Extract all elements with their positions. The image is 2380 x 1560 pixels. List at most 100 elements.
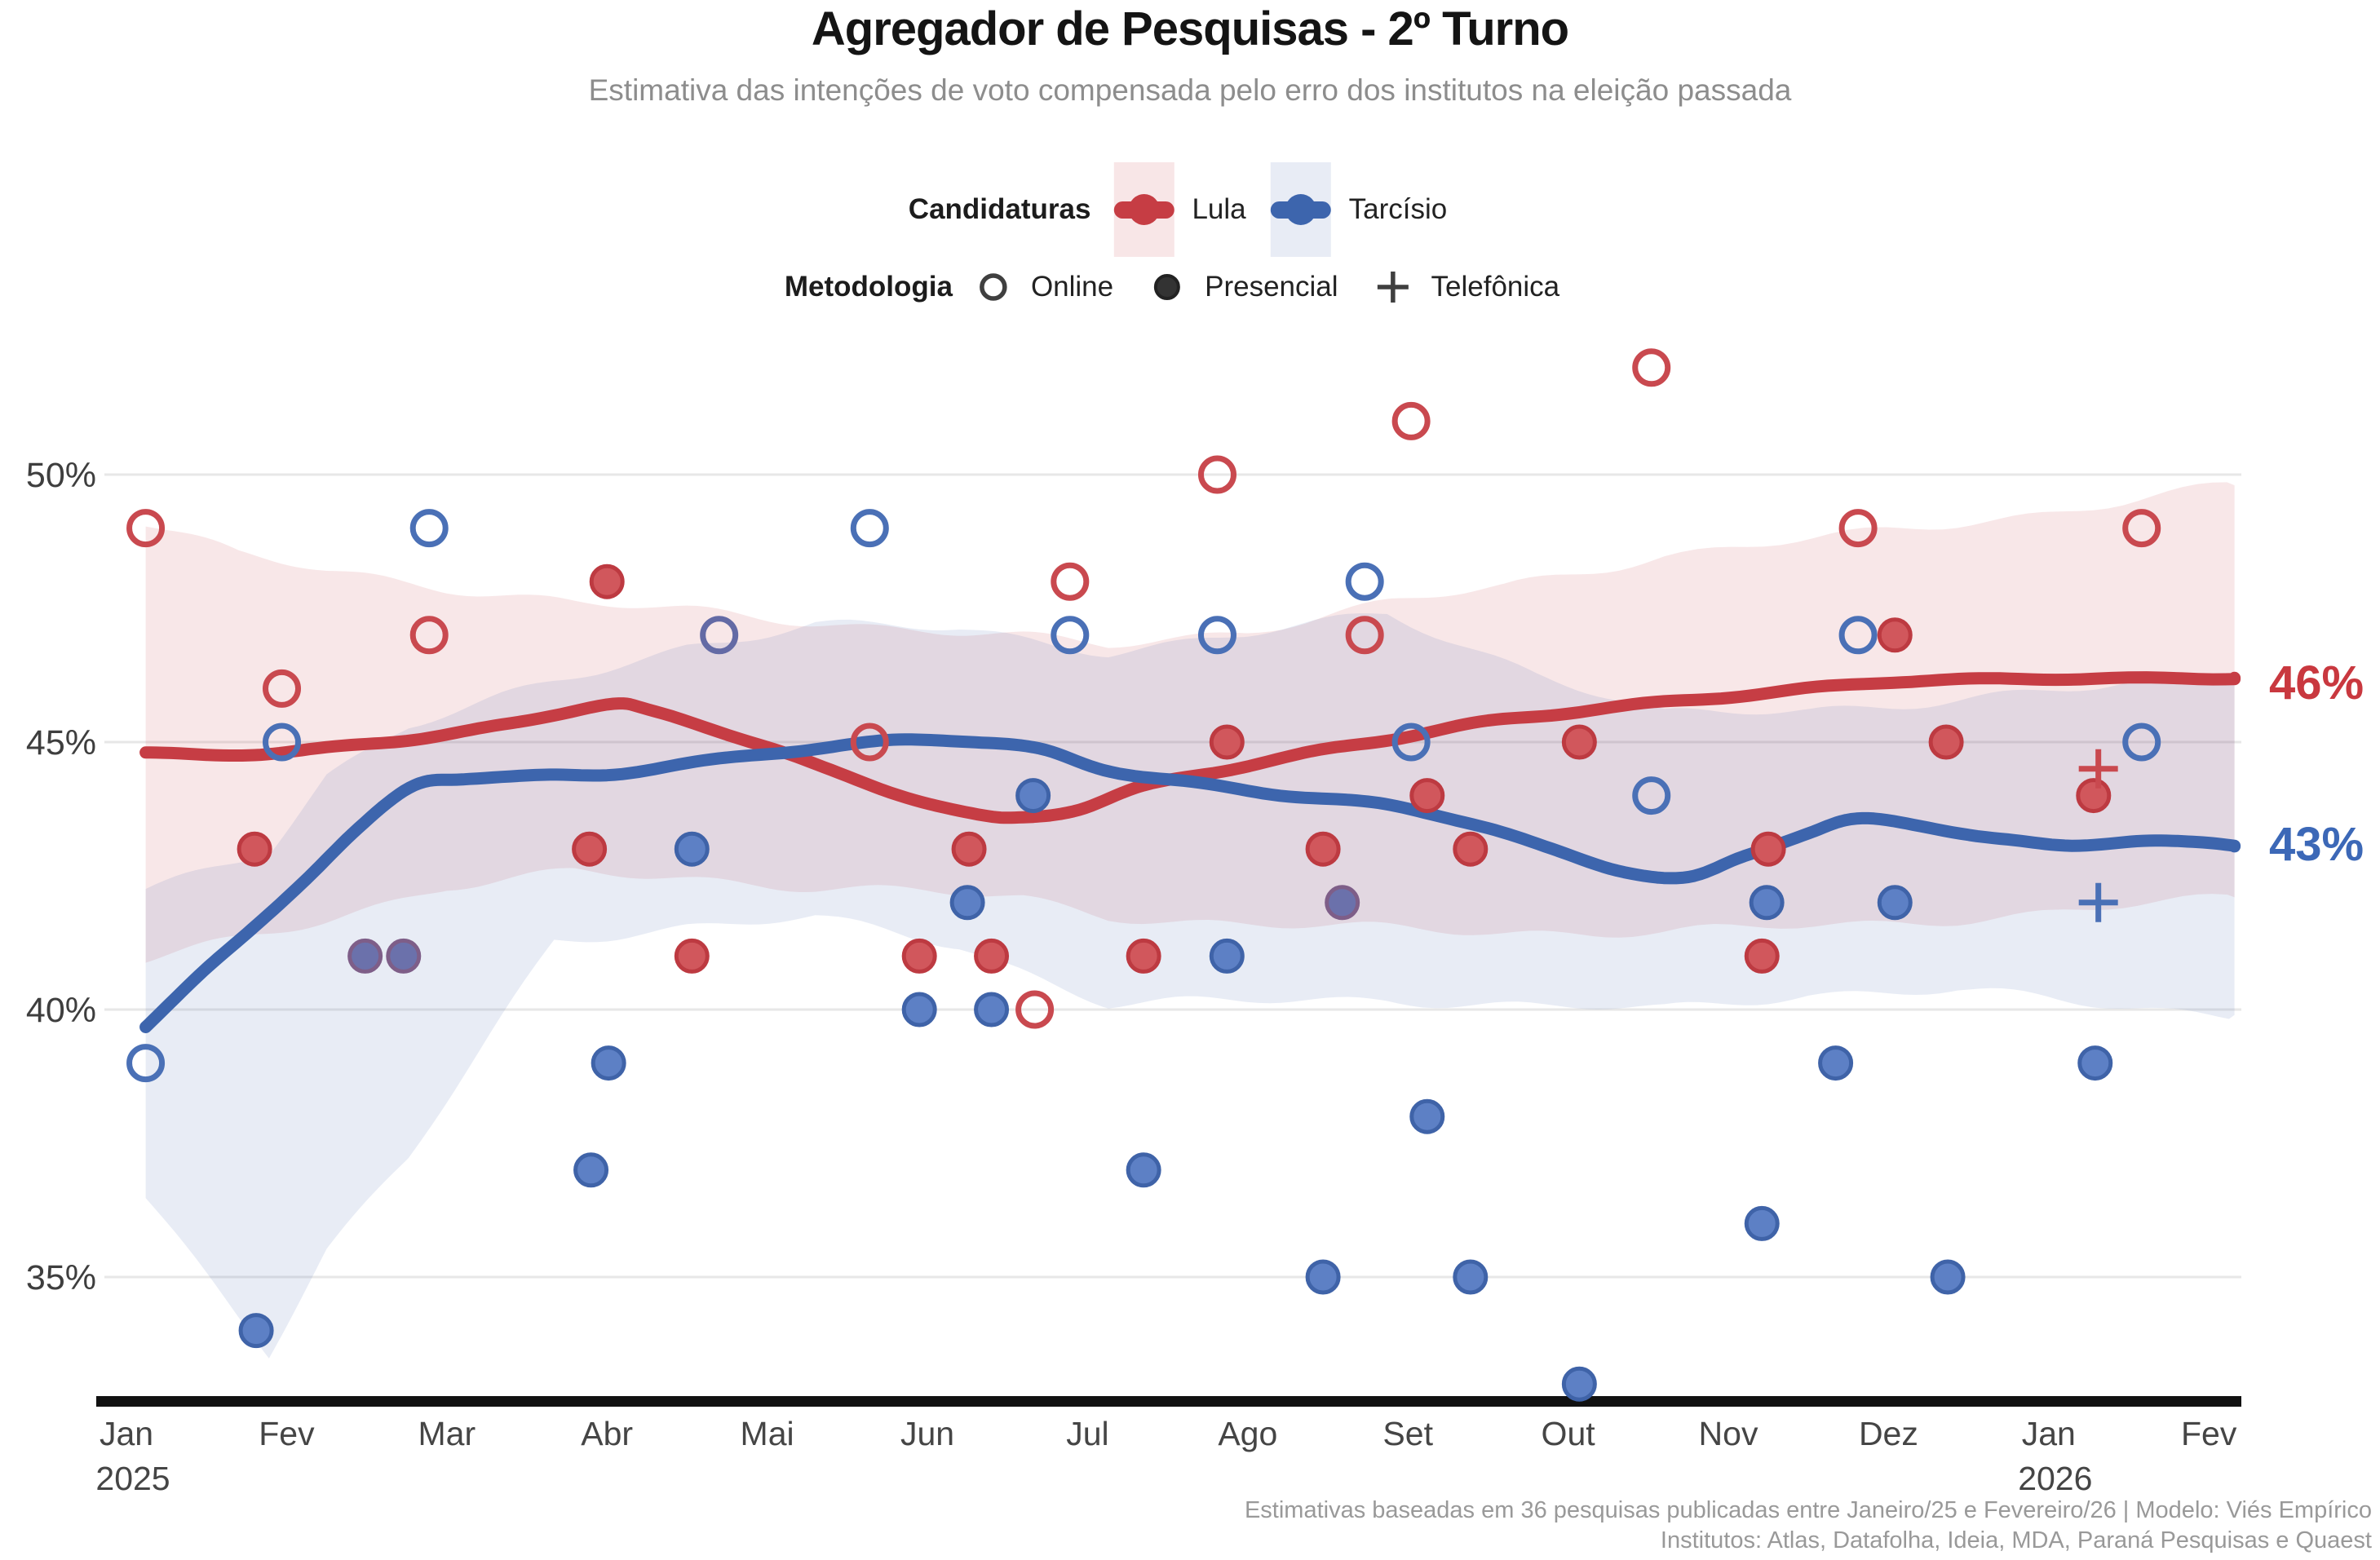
poll-marker-tarcisio-online[interactable] xyxy=(1051,616,1090,655)
poll-marker-lula-online[interactable] xyxy=(126,509,166,548)
poll-marker-tarcisio-presencial[interactable] xyxy=(1409,1098,1445,1134)
poll-marker-lula-presencial[interactable] xyxy=(674,938,710,974)
x-axis-line xyxy=(96,1396,2241,1407)
poll-marker-lula-online[interactable] xyxy=(263,669,302,708)
poll-marker-lula-presencial[interactable] xyxy=(974,938,1010,974)
poll-marker-lula-online[interactable] xyxy=(850,723,889,762)
x-tick-label: Fev xyxy=(2181,1415,2237,1452)
poll-marker-lula-online[interactable] xyxy=(1391,401,1431,440)
poll-marker-lula-presencial[interactable] xyxy=(1453,831,1489,867)
poll-marker-lula-presencial[interactable] xyxy=(1209,724,1245,760)
trend-line-tarcísio xyxy=(139,733,2241,1033)
poll-marker-tarcisio-presencial[interactable] xyxy=(1209,938,1245,974)
poll-marker-lula-presencial[interactable] xyxy=(1928,724,1964,760)
poll-marker-lula-online[interactable] xyxy=(1197,455,1236,494)
x-tick-label: Fev xyxy=(259,1415,315,1452)
poll-marker-tarcisio-online[interactable] xyxy=(850,509,889,548)
poll-marker-tarcisio-telefonica[interactable] xyxy=(2078,882,2118,922)
poll-marker-tarcisio-presencial[interactable] xyxy=(974,992,1010,1027)
x-tick-label: Mai xyxy=(741,1415,794,1452)
poll-marker-tarcisio-presencial[interactable] xyxy=(2077,1045,2113,1081)
poll-marker-lula-presencial[interactable] xyxy=(1561,724,1597,760)
poll-marker-tarcisio-presencial[interactable] xyxy=(1930,1259,1966,1295)
legend-item-online[interactable]: Online xyxy=(975,269,1113,305)
poll-marker-tarcisio-presencial[interactable] xyxy=(949,885,985,921)
poll-marker-lula-presencial[interactable] xyxy=(1877,617,1913,653)
legend-candidaturas: Candidaturas Lula Tarcísio xyxy=(909,161,1471,258)
poll-marker-lula-online[interactable] xyxy=(1051,562,1090,601)
poll-marker-tarcisio-presencial[interactable] xyxy=(591,1045,626,1081)
legend-tarcisio-label: Tarcísio xyxy=(1348,193,1448,225)
poll-marker-tarcisio-online[interactable] xyxy=(1345,562,1384,601)
x-tick-label: Ago xyxy=(1218,1415,1277,1452)
poll-marker-lula-presencial[interactable] xyxy=(237,831,272,867)
poll-marker-lula-presencial[interactable] xyxy=(901,938,937,974)
poll-marker-lula-presencial[interactable] xyxy=(1305,831,1341,867)
y-tick-label: 40% xyxy=(26,991,96,1030)
x-tick-label: Out xyxy=(1542,1415,1596,1452)
poll-marker-tarcisio-presencial[interactable] xyxy=(901,992,937,1027)
poll-marker-tarcisio-online[interactable] xyxy=(1391,723,1431,762)
poll-marker-overlap-presencial[interactable] xyxy=(1325,885,1360,921)
poll-marker-lula-telefonica[interactable] xyxy=(2078,749,2118,789)
poll-marker-lula-presencial[interactable] xyxy=(572,831,608,867)
legend-item-presencial[interactable]: Presencial xyxy=(1149,269,1338,305)
poll-marker-lula-online[interactable] xyxy=(1345,616,1384,655)
poll-marker-tarcisio-online[interactable] xyxy=(1197,616,1236,655)
legend-telefonica-label: Telefônica xyxy=(1431,271,1560,303)
poll-marker-tarcisio-presencial[interactable] xyxy=(1818,1045,1854,1081)
poll-marker-tarcisio-presencial[interactable] xyxy=(1126,1152,1161,1188)
poll-marker-tarcisio-presencial[interactable] xyxy=(1877,885,1913,921)
plus-icon xyxy=(1374,268,1412,306)
poll-marker-lula-presencial[interactable] xyxy=(1750,831,1786,867)
poll-marker-lula-presencial[interactable] xyxy=(1409,778,1445,814)
poll-marker-lula-online[interactable] xyxy=(1632,348,1671,387)
x-tick-year-label: 2025 xyxy=(95,1460,170,1497)
poll-marker-lula-presencial[interactable] xyxy=(589,563,625,599)
poll-marker-tarcisio-presencial[interactable] xyxy=(238,1313,274,1349)
page-title: Agregador de Pesquisas - 2º Turno xyxy=(811,2,1569,55)
poll-marker-overlap-online[interactable] xyxy=(700,616,739,655)
poll-marker-tarcisio-online[interactable] xyxy=(409,509,449,548)
poll-marker-lula-online[interactable] xyxy=(1838,509,1878,548)
confidence-band-lula xyxy=(145,482,2235,963)
poll-marker-lula-presencial[interactable] xyxy=(1744,938,1780,974)
poll-marker-tarcisio-presencial[interactable] xyxy=(1453,1259,1489,1295)
y-tick-label: 35% xyxy=(26,1258,96,1297)
filled-circle-icon xyxy=(1149,269,1185,305)
trend-line-lula xyxy=(139,671,2241,824)
poll-marker-lula-online[interactable] xyxy=(2122,509,2161,548)
x-tick-label: Jan xyxy=(2022,1415,2076,1452)
x-tick-year-label: 2026 xyxy=(2018,1460,2092,1497)
footer-line-2: Institutos: Atlas, Datafolha, Ideia, MDA… xyxy=(1660,1527,2372,1553)
poll-marker-lula-presencial[interactable] xyxy=(2076,778,2112,814)
y-tick-label: 50% xyxy=(26,456,96,495)
y-tick-label: 45% xyxy=(26,723,96,762)
poll-marker-tarcisio-online[interactable] xyxy=(2122,723,2161,762)
poll-marker-lula-online[interactable] xyxy=(1015,990,1055,1029)
poll-marker-tarcisio-presencial[interactable] xyxy=(1744,1205,1780,1241)
poll-marker-tarcisio-presencial[interactable] xyxy=(1749,885,1785,921)
poll-marker-tarcisio-presencial[interactable] xyxy=(573,1152,609,1188)
poll-marker-tarcisio-presencial[interactable] xyxy=(674,831,710,867)
poll-marker-overlap-presencial[interactable] xyxy=(386,938,422,974)
legend-item-lula[interactable]: Lula xyxy=(1113,162,1246,257)
poll-marker-tarcisio-online[interactable] xyxy=(1838,616,1878,655)
footer-note: Estimativas baseadas em 36 pesquisas pub… xyxy=(1245,1496,2372,1556)
poll-marker-lula-online[interactable] xyxy=(409,616,449,655)
legend-item-tarcisio[interactable]: Tarcísio xyxy=(1270,162,1448,257)
poll-marker-tarcisio-presencial[interactable] xyxy=(1015,778,1051,814)
open-circle-icon xyxy=(975,269,1011,305)
legend-item-telefonica[interactable]: Telefônica xyxy=(1374,268,1560,306)
poll-marker-lula-presencial[interactable] xyxy=(951,831,987,867)
poll-marker-tarcisio-online[interactable] xyxy=(1632,776,1671,815)
poll-marker-overlap-presencial[interactable] xyxy=(347,938,383,974)
poll-marker-tarcisio-online[interactable] xyxy=(126,1044,166,1083)
legend-candidaturas-label: Candidaturas xyxy=(908,193,1091,225)
poll-marker-tarcisio-presencial[interactable] xyxy=(1561,1366,1597,1402)
page-subtitle: Estimativa das intenções de voto compens… xyxy=(588,73,1792,107)
poll-marker-lula-presencial[interactable] xyxy=(1126,938,1161,974)
poll-marker-tarcisio-presencial[interactable] xyxy=(1305,1259,1341,1295)
poll-marker-tarcisio-online[interactable] xyxy=(263,723,302,762)
